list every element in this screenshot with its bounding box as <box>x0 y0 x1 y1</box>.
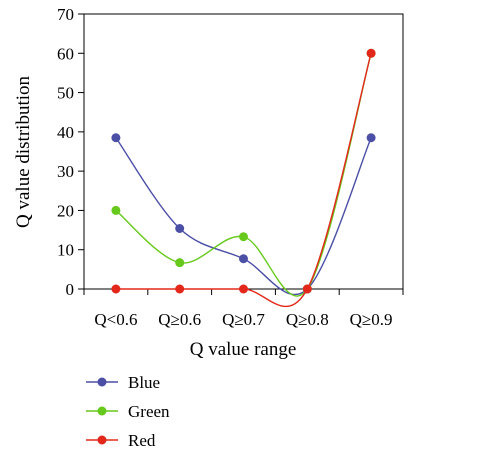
y-tick-label: 10 <box>57 241 74 260</box>
legend-marker-blue <box>97 377 107 387</box>
data-point-blue <box>239 254 248 264</box>
legend-marker-red <box>97 435 107 445</box>
data-point-blue <box>111 133 121 143</box>
y-tick-label: 40 <box>57 123 74 142</box>
legend-marker-green <box>97 406 107 416</box>
series-lines <box>115 53 372 308</box>
axes: 0 10 20 30 40 50 60 70 Q<0.6 Q≥0.6 Q≥0.7 Q≥0.8 Q≥0.9 <box>57 5 404 329</box>
series-line-green <box>115 53 372 297</box>
y-tick-label: 0 <box>66 280 75 299</box>
x-tick-label: Q≥0.7 <box>222 310 265 329</box>
data-point-green <box>239 232 248 242</box>
y-tick-label: 20 <box>57 201 74 220</box>
data-point-red <box>239 284 248 294</box>
x-axis-title: Q value range <box>190 339 297 360</box>
x-tick-label: Q≥0.9 <box>350 310 393 329</box>
x-tick-label: Q≥0.8 <box>286 310 329 329</box>
data-point-green <box>111 205 121 215</box>
y-tick-label: 30 <box>57 162 74 181</box>
data-point-red <box>302 284 312 294</box>
legend-label-blue: Blue <box>128 373 160 392</box>
data-point-green <box>175 258 185 268</box>
series-line-red <box>115 53 372 308</box>
data-points <box>111 48 376 294</box>
data-point-blue <box>175 224 185 233</box>
data-point-blue <box>366 133 376 143</box>
y-tick-label: 50 <box>57 84 74 103</box>
x-tick-label: Q≥0.6 <box>158 310 201 329</box>
legend: Blue Green Red <box>86 373 170 450</box>
y-tick-label: 70 <box>57 5 74 24</box>
y-axis-title: Q value distribution <box>13 76 34 228</box>
legend-label-green: Green <box>128 402 170 421</box>
legend-label-red: Red <box>128 431 156 450</box>
x-tick-label: Q<0.6 <box>94 310 137 329</box>
y-tick-label: 60 <box>57 44 74 63</box>
data-point-red <box>175 284 185 294</box>
plot-frame <box>83 13 404 290</box>
data-point-red <box>366 48 376 58</box>
data-point-red <box>111 284 121 294</box>
